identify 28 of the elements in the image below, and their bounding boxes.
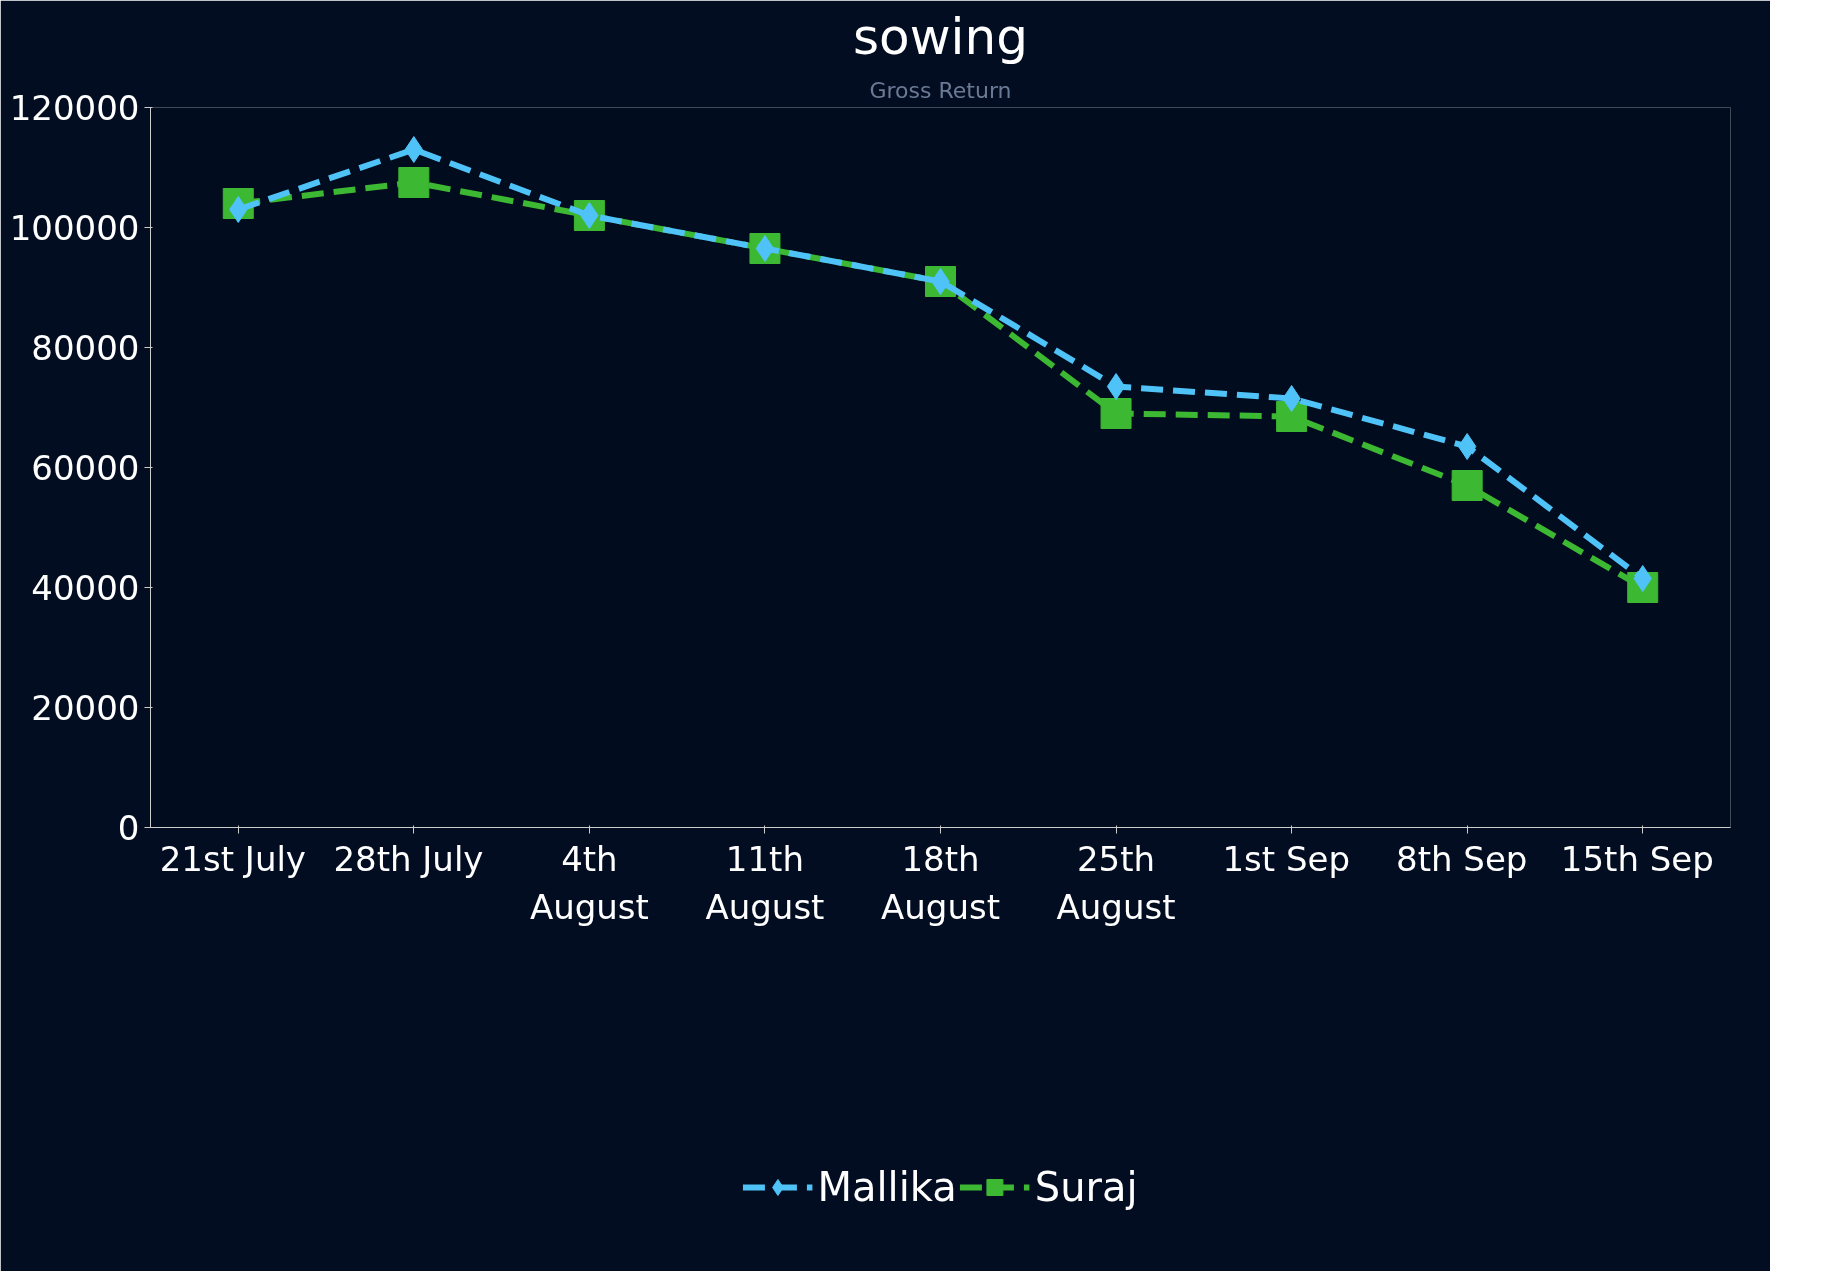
y-tick-label: 40000 [31, 568, 140, 608]
point [398, 167, 430, 198]
point [404, 136, 423, 163]
legend-label: Suraj [1034, 1164, 1138, 1210]
point [1100, 398, 1132, 429]
legend-label: Mallika [817, 1164, 957, 1210]
y-tick-label: 20000 [31, 688, 140, 728]
x-tick-label: 1st Sep [1222, 838, 1350, 879]
chart-subtitle: Gross Return [869, 77, 1012, 103]
y-tick-label: 80000 [31, 328, 140, 368]
x-tick-label: 18th August [881, 838, 1000, 927]
x-tick-label: 25th August [1056, 838, 1176, 927]
chart-title: sowing [853, 7, 1028, 66]
point [931, 268, 950, 295]
point [1282, 385, 1301, 412]
y-tick-label: 100000 [9, 208, 140, 248]
y-tick-label: 60000 [31, 448, 140, 488]
point [1451, 470, 1483, 501]
y-tick-label: 0 [117, 808, 140, 848]
point [1458, 433, 1477, 460]
y-tick-label: 120000 [9, 88, 140, 128]
x-tick-label: 28th July [333, 838, 484, 879]
point [1106, 373, 1126, 400]
x-tick-label: 4th August [529, 838, 649, 927]
x-tick-label: 21st July [159, 838, 307, 879]
x-tick-label: 11th August [705, 838, 825, 927]
x-tick-label: 15th Sep [1560, 838, 1714, 879]
x-tick-label: 8th Sep [1396, 838, 1528, 879]
